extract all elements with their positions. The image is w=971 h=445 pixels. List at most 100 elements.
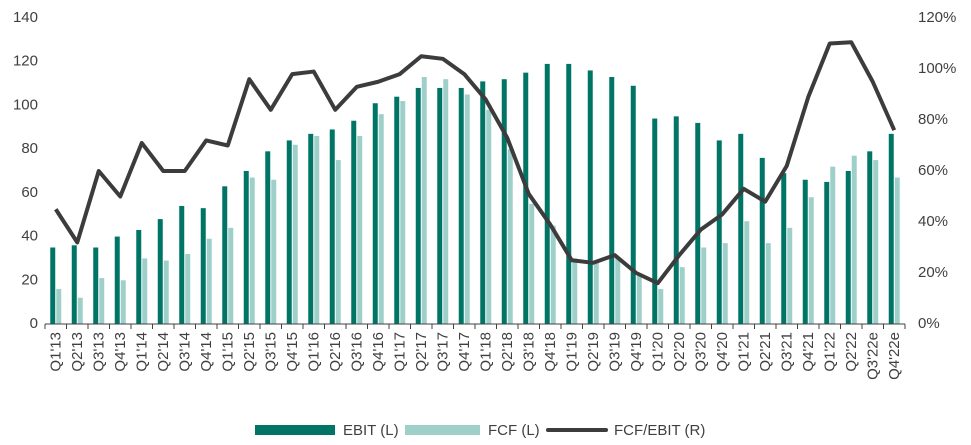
legend-label: FCF (L): [488, 422, 540, 439]
bar: [523, 72, 529, 325]
bar: [372, 103, 378, 324]
legend-swatch: [255, 425, 335, 435]
bar: [722, 243, 728, 324]
legend-label: FCF/EBIT (R): [614, 422, 705, 439]
x-tick-label: Q2'22: [843, 332, 860, 372]
bar: [77, 297, 83, 324]
y2-tick-label: 100%: [918, 60, 956, 77]
bar: [308, 133, 314, 324]
bar: [888, 133, 894, 324]
x-tick-label: Q1'18: [477, 332, 494, 372]
x-tick-label: Q3'21: [778, 332, 795, 372]
bar: [271, 179, 277, 324]
x-tick-label: Q2'14: [155, 332, 172, 372]
y-tick-label: 40: [21, 228, 38, 245]
x-tick-label: Q4'15: [284, 332, 301, 372]
x-tick-label: Q4'16: [370, 332, 387, 372]
y2-tick-label: 60%: [918, 162, 948, 179]
bar: [544, 63, 550, 325]
bar: [120, 280, 126, 324]
bar: [851, 155, 857, 324]
bar: [228, 227, 234, 324]
bar: [609, 77, 615, 324]
x-tick-label: Q2'19: [585, 332, 602, 372]
legend-swatch: [405, 425, 480, 435]
x-tick-label: Q4'13: [112, 332, 129, 372]
x-tick-label: Q1'20: [649, 332, 666, 372]
bar: [292, 144, 298, 324]
bar: [206, 238, 212, 324]
x-tick-label: Q3'14: [176, 332, 193, 372]
bar: [593, 262, 599, 324]
bar: [695, 122, 701, 325]
bar: [787, 227, 793, 324]
bar: [286, 140, 292, 324]
bar: [572, 258, 578, 324]
bar: [636, 275, 642, 324]
bar: [50, 247, 56, 324]
bar: [378, 114, 384, 325]
bar: [464, 94, 470, 324]
bar: [222, 186, 228, 324]
bar: [163, 260, 169, 324]
x-tick-label: Q3'19: [606, 332, 623, 372]
bar: [265, 151, 271, 324]
x-tick-label: Q2'16: [327, 332, 344, 372]
bar: [314, 136, 320, 324]
x-tick-label: Q4'21: [800, 332, 817, 372]
bar: [136, 230, 142, 324]
x-tick-label: Q2'13: [69, 332, 86, 372]
bar: [114, 236, 120, 324]
y-tick-label: 0: [30, 315, 38, 332]
x-tick-label: Q3'20: [692, 332, 709, 372]
y2-tick-label: 40%: [918, 213, 948, 230]
bar: [501, 79, 507, 324]
x-tick-label: Q3'16: [348, 332, 365, 372]
bar: [351, 120, 357, 324]
x-tick-label: Q4'22e: [886, 332, 903, 380]
line: [54, 40, 897, 286]
bar: [458, 87, 464, 324]
bar: [480, 81, 486, 324]
bar: [867, 151, 873, 324]
y2-tick-label: 0%: [918, 315, 940, 332]
y-tick-label: 120: [13, 53, 38, 70]
bar: [716, 140, 722, 324]
x-tick-label: Q4'14: [198, 332, 215, 372]
x-tick-label: Q4'17: [456, 332, 473, 372]
bar: [179, 205, 185, 324]
y-tick-label: 80: [21, 140, 38, 157]
bar: [415, 87, 421, 324]
bar: [673, 116, 679, 324]
bar: [249, 177, 255, 324]
x-tick-label: Q1'19: [563, 332, 580, 372]
bar: [437, 87, 443, 324]
x-tick-label: Q3'17: [434, 332, 451, 372]
bar: [873, 160, 879, 324]
bar: [830, 166, 836, 324]
bar: [765, 243, 771, 324]
bar: [185, 254, 191, 324]
y2-tick-label: 120%: [918, 9, 956, 26]
bar: [679, 267, 685, 324]
x-tick-label: Q3'13: [90, 332, 107, 372]
bar: [845, 171, 851, 324]
bar: [93, 247, 99, 324]
bar: [157, 219, 163, 324]
bar: [486, 109, 492, 324]
bar: [200, 208, 206, 324]
bar: [329, 129, 335, 324]
bar: [507, 149, 513, 324]
x-tick-label: Q3'18: [520, 332, 537, 372]
bar: [243, 171, 249, 324]
x-tick-label: Q1'21: [735, 332, 752, 372]
x-tick-label: Q2'20: [671, 332, 688, 372]
bar: [808, 197, 814, 324]
bar: [529, 203, 535, 324]
x-tick-label: Q4'19: [628, 332, 645, 372]
bar: [894, 177, 900, 324]
legend-label: EBIT (L): [343, 422, 399, 439]
x-tick-label: Q1'14: [133, 332, 150, 372]
bar: [738, 133, 744, 324]
